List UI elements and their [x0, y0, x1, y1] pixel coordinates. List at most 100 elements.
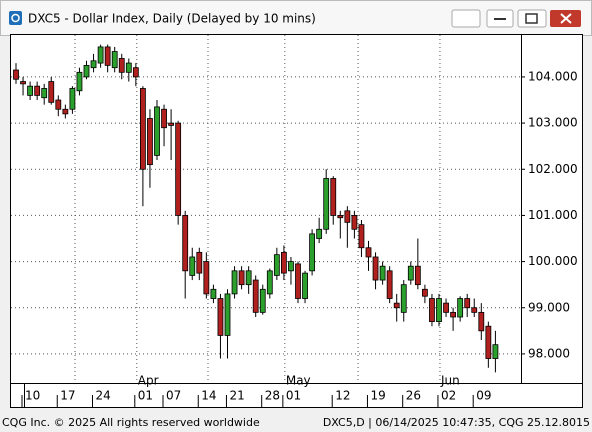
candle-body: [34, 85, 41, 96]
candle-body: [154, 106, 160, 156]
x-tick-label: 17: [60, 389, 75, 403]
candle-body: [168, 122, 175, 126]
candle-body: [62, 108, 69, 115]
candle-body: [139, 88, 146, 170]
x-tick-label: 01: [138, 389, 153, 403]
candle-body: [365, 247, 372, 258]
candle-body: [379, 265, 386, 281]
candle-body: [485, 325, 492, 359]
candle-body: [429, 298, 435, 323]
y-tick-label: 102.000: [528, 162, 578, 176]
y-tick-label: 103.000: [528, 116, 578, 130]
candle-body: [196, 251, 203, 274]
candle-body: [386, 270, 393, 299]
window-title: DXC5 - Dollar Index, Daily (Delayed by 1…: [28, 12, 316, 26]
x-tick-label: 10: [25, 389, 40, 403]
candle-body: [41, 88, 48, 99]
candle-body: [132, 67, 139, 78]
month-label: Jun: [440, 374, 460, 388]
app-icon-mark: [11, 13, 20, 23]
candle-body: [259, 288, 266, 313]
candle-body: [478, 311, 485, 332]
candle-body: [69, 88, 76, 110]
candle-body: [83, 64, 90, 78]
y-tick-label: 98.000: [528, 346, 570, 360]
candle-body: [309, 233, 316, 272]
candle-body: [351, 215, 358, 230]
candle-body: [316, 228, 323, 239]
candle-body: [266, 270, 273, 295]
x-tick-label: 26: [406, 389, 421, 403]
x-tick-label: 07: [166, 389, 181, 403]
x-tick-label: 02: [441, 389, 456, 403]
candle-body: [471, 307, 478, 313]
close-icon: [560, 13, 572, 24]
candle-body: [182, 215, 189, 272]
y-tick-label: 101.000: [528, 208, 578, 222]
candle-body: [224, 293, 231, 336]
candle-body: [27, 85, 34, 96]
candle-body: [414, 265, 421, 286]
x-tick-label: 24: [96, 389, 111, 403]
candle-body: [344, 210, 351, 223]
x-tick-label: 21: [229, 389, 244, 403]
x-tick-label: 09: [476, 389, 491, 403]
x-tick-label: 01: [286, 389, 301, 403]
candle-body: [273, 254, 280, 276]
candle-body: [55, 99, 62, 110]
candle-body: [97, 46, 104, 64]
candle-body: [111, 51, 118, 69]
candle-body: [443, 302, 449, 313]
candle-body: [358, 224, 365, 249]
y-tick-label: 104.000: [528, 69, 578, 83]
candle-body: [337, 215, 344, 219]
candle-body: [90, 60, 97, 69]
maximize-button[interactable]: [517, 9, 547, 28]
candle-body: [323, 178, 330, 230]
candle-body: [280, 251, 287, 274]
candle-body: [295, 263, 301, 299]
footer-right: DXC5,D | 06/14/2025 10:47:35, CQG 25.12.…: [323, 416, 590, 429]
candle-body: [48, 81, 55, 103]
link-button[interactable]: [451, 9, 481, 28]
candle-body: [330, 178, 337, 216]
x-tick-label: 28: [265, 389, 280, 403]
app-icon: [9, 11, 22, 25]
candle-body: [13, 69, 19, 80]
candle-body: [210, 288, 217, 299]
candle-body: [104, 46, 111, 66]
footer-left: CQG Inc. © 2025 All rights reserved worl…: [2, 416, 260, 429]
maximize-icon: [525, 13, 538, 24]
candle-body: [450, 311, 457, 318]
candle-body: [189, 256, 196, 276]
candle-body: [393, 302, 400, 309]
candle-body: [231, 270, 238, 295]
candle-body: [20, 81, 26, 85]
candle-body: [76, 71, 83, 92]
candle-body: [125, 62, 132, 73]
candle-body: [252, 279, 259, 313]
candle-body: [203, 261, 210, 295]
candle-body: [217, 298, 224, 336]
candle-body: [372, 256, 379, 281]
candle-body: [436, 298, 442, 323]
candle-body: [464, 298, 471, 309]
y-tick-label: 100.000: [528, 254, 578, 268]
plot: 98.000 99.000 100.000 101.000 102.000 103.000…: [11, 35, 578, 408]
month-label: May: [286, 374, 311, 388]
candle-body: [457, 298, 464, 318]
candle-body: [161, 108, 167, 129]
y-tick-label: 99.000: [528, 300, 570, 314]
x-tick-label: 14: [201, 389, 216, 403]
month-label: Apr: [138, 374, 159, 388]
candle-body: [288, 261, 294, 272]
candle-body: [302, 272, 308, 299]
candle-body: [421, 288, 428, 297]
candle-body: [400, 284, 407, 313]
candle-body: [118, 58, 125, 73]
candle-body: [175, 122, 182, 216]
x-tick-label: 19: [370, 389, 385, 403]
x-tick-label: 12: [335, 389, 350, 403]
